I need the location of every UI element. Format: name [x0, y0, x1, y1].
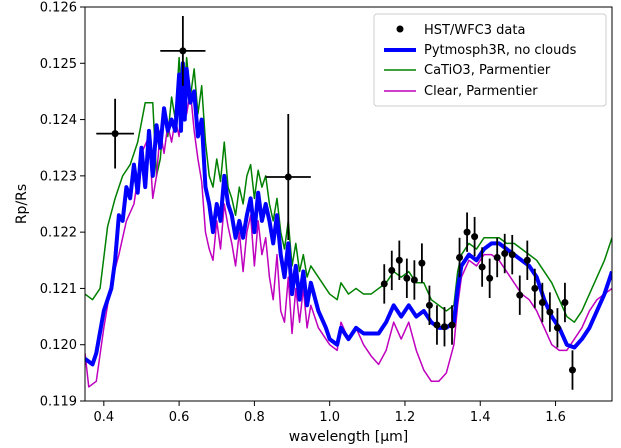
data-point	[561, 282, 569, 323]
data-marker	[478, 263, 486, 271]
y-tick-label: 0.123	[40, 169, 77, 184]
data-marker	[553, 324, 561, 332]
data-point	[96, 98, 134, 169]
data-marker	[380, 280, 388, 288]
data-marker	[538, 299, 546, 306]
data-point	[440, 307, 448, 347]
data-marker	[179, 47, 187, 55]
data-point	[425, 285, 433, 326]
data-point	[568, 350, 576, 390]
data-marker	[523, 256, 531, 264]
data-marker	[418, 259, 426, 267]
data-marker	[440, 323, 448, 331]
data-marker	[425, 301, 433, 309]
y-tick-label: 0.122	[40, 226, 77, 241]
data-point	[463, 212, 471, 252]
data-point	[410, 260, 418, 300]
data-point	[553, 308, 561, 348]
legend-label-clear: Clear, Parmentier	[424, 84, 538, 99]
legend-label-pytmosph3r: Pytmosph3R, no clouds	[424, 43, 577, 58]
data-point	[486, 258, 494, 298]
data-marker	[111, 130, 119, 138]
data-point	[493, 237, 501, 278]
y-tick-label: 0.119	[40, 395, 77, 410]
data-point	[508, 234, 516, 275]
data-point	[478, 247, 486, 287]
data-marker	[471, 233, 479, 241]
data-point	[523, 240, 531, 280]
data-point	[516, 275, 524, 315]
y-tick-label: 0.121	[40, 282, 77, 297]
data-marker	[531, 284, 539, 292]
x-tick-label: 1.0	[319, 410, 340, 425]
data-point	[546, 292, 554, 332]
x-tick-label: 1.6	[545, 410, 566, 425]
data-marker	[568, 366, 576, 374]
data-marker	[546, 308, 554, 316]
x-axis: 0.4 0.6 0.8 1.0 1.2 1.4 1.6	[93, 401, 566, 425]
y-tick-label: 0.126	[40, 1, 77, 16]
data-marker	[561, 299, 569, 306]
x-axis-label: wavelength [μm]	[289, 429, 408, 445]
data-marker	[410, 276, 418, 284]
data-marker	[456, 253, 464, 261]
data-point	[418, 243, 426, 283]
plot-frame	[84, 6, 613, 402]
data-marker	[403, 274, 411, 282]
pytmosph3r-line	[85, 61, 612, 367]
data-point	[380, 264, 388, 304]
data-layer	[96, 16, 576, 390]
x-tick-label: 1.2	[395, 410, 416, 425]
data-point	[265, 113, 311, 241]
data-point	[395, 240, 403, 280]
x-tick-label: 1.4	[470, 410, 491, 425]
y-axis-label: Rp/Rs	[14, 184, 30, 224]
data-point	[160, 16, 206, 86]
data-point	[448, 305, 456, 345]
data-marker	[388, 266, 396, 274]
data-marker	[463, 228, 471, 236]
data-marker	[516, 291, 524, 299]
data-marker	[501, 250, 509, 258]
data-point	[538, 282, 546, 323]
legend-label-hst-data: HST/WFC3 data	[424, 23, 525, 38]
y-tick-label: 0.125	[40, 57, 77, 72]
y-tick-label: 0.124	[40, 113, 77, 128]
y-axis: 0.119 0.120 0.121 0.122 0.123 0.124 0.125 0.126	[40, 1, 85, 410]
data-point	[456, 237, 464, 278]
data-marker	[448, 321, 456, 329]
data-point	[501, 233, 509, 274]
legend-label-catio3: CaTiO3, Parmentier	[424, 63, 551, 78]
data-point	[433, 305, 441, 345]
legend-marker-hst-data	[396, 25, 404, 33]
x-tick-label: 0.6	[169, 410, 190, 425]
legend-box	[373, 13, 607, 107]
data-point	[388, 250, 396, 291]
data-marker	[493, 253, 501, 261]
data-point	[403, 258, 411, 298]
data-marker	[486, 274, 494, 282]
data-marker	[508, 251, 516, 259]
y-tick-label: 0.120	[40, 338, 77, 353]
data-marker	[284, 173, 292, 181]
data-point	[471, 216, 479, 257]
legend: HST/WFC3 data Pytmosph3R, no clouds CaTi…	[373, 13, 607, 107]
x-tick-label: 0.8	[244, 410, 265, 425]
data-marker	[395, 256, 403, 264]
x-tick-label: 0.4	[93, 410, 114, 425]
data-marker	[433, 321, 441, 329]
data-point	[531, 268, 539, 309]
